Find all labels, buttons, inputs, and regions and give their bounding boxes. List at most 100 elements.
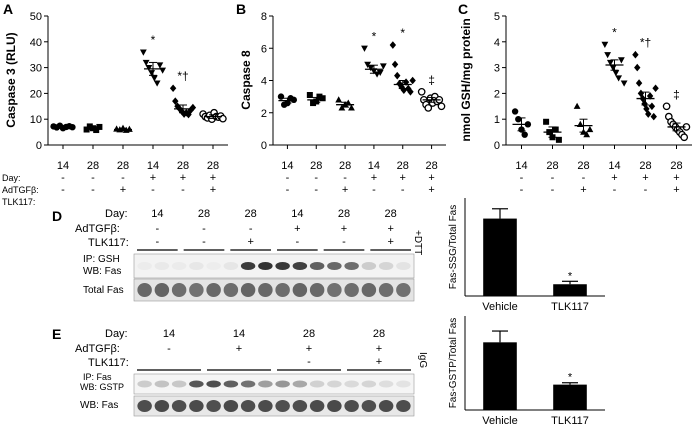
blot-band [396, 283, 411, 297]
blot-e-adtgf-label: AdTGFβ: [75, 343, 120, 355]
data-point [96, 123, 103, 130]
blot-band [378, 400, 394, 412]
design-adtgf-value: - [121, 172, 125, 184]
design-adtgf-value: - [61, 172, 65, 184]
design-day-value: 14 [368, 160, 380, 172]
blot-band [327, 380, 342, 388]
data-point [650, 112, 657, 121]
blot-band [396, 380, 411, 388]
data-point [511, 108, 519, 115]
significance-mark: ‡ [673, 87, 680, 101]
design-day-value: 14 [515, 160, 527, 172]
blot-e-igg-label: IgG [417, 352, 428, 368]
data-point [319, 95, 326, 102]
blot-band [292, 262, 308, 270]
y-tick-label: 8 [261, 11, 267, 23]
design-tlk-value: + [428, 184, 434, 196]
blot-band [309, 283, 325, 297]
blot-e-ip-label: IP: Fas [83, 372, 112, 382]
design-tlk-value: - [613, 184, 617, 196]
y-axis-label: Caspase 3 (RLU) [4, 32, 18, 127]
y-tick-label: 4 [261, 76, 267, 88]
data-point [277, 93, 285, 100]
y-tick-label: 5 [494, 11, 500, 23]
lane-adtgf: - [202, 223, 206, 235]
lane-day: 14 [233, 328, 245, 340]
y-tick-label: 6 [261, 43, 267, 55]
bar [553, 384, 587, 410]
blot-band [154, 400, 170, 412]
blot-band [206, 380, 221, 388]
data-point [407, 87, 414, 96]
design-day-value: 14 [57, 160, 69, 172]
lane-adtgf: - [155, 223, 159, 235]
data-point [555, 136, 562, 143]
design-adtgf-value: - [551, 172, 555, 184]
blot-band [344, 262, 359, 270]
blot-band [171, 380, 187, 388]
data-point [612, 70, 620, 77]
data-point [364, 61, 372, 68]
design-day-value: 28 [310, 160, 322, 172]
y-tick-label: 0 [36, 140, 42, 152]
y-axis-label: nmol GSH/mg protein [459, 18, 473, 141]
data-point [645, 110, 652, 118]
data-point [424, 104, 433, 112]
blot-band [137, 380, 152, 388]
chart-fas-gstp: Fas-GSTP/Total Fas Vehicle TLK117 * [448, 316, 605, 427]
data-point [634, 63, 641, 72]
design-tlk-value: + [673, 184, 679, 196]
data-point [620, 80, 628, 87]
data-point [437, 102, 446, 111]
design-adtgf-value: + [150, 172, 156, 184]
design-day-value: 28 [397, 160, 409, 172]
data-point [417, 87, 426, 96]
data-point [604, 52, 612, 59]
blot-band [327, 283, 342, 297]
blot-e-bands [137, 380, 411, 412]
blot-band [137, 262, 152, 270]
design-tlk-value: + [210, 184, 216, 196]
blot-d-total-label: Total Fas [83, 285, 124, 296]
data-point [310, 100, 317, 107]
blot-band [189, 262, 204, 270]
blot-e-wb-label: WB: GSTP [80, 382, 124, 392]
design-tlk-value: - [372, 184, 376, 196]
data-point [646, 92, 654, 100]
bar [553, 284, 587, 296]
blot-band [258, 283, 273, 297]
data-point [142, 59, 150, 67]
y-axis-label: Caspase 8 [239, 50, 253, 110]
design-tlk-value: - [520, 184, 524, 196]
blot-band [309, 380, 325, 388]
lane-day: 28 [385, 208, 397, 220]
lane-day: 28 [373, 328, 385, 340]
blot-band [223, 380, 239, 388]
blot-band [240, 262, 256, 270]
blot-band [171, 283, 187, 297]
y-tick-label: 2 [494, 88, 500, 100]
y-tick-label: 10 [30, 114, 42, 126]
y-axis-label: Fas-GSTP/Total Fas [448, 318, 459, 409]
data-point [361, 45, 368, 52]
design-adtgf-value: + [210, 172, 216, 184]
design-tlk-value: - [151, 184, 155, 196]
lane-tlk: - [202, 236, 206, 248]
panel-letter-d: D [52, 208, 62, 224]
significance-mark: * [612, 25, 617, 39]
data-point [389, 41, 397, 49]
data-point [376, 69, 384, 77]
design-adtgf-value: - [286, 172, 290, 184]
data-point [83, 126, 90, 133]
data-point [169, 84, 177, 93]
significance-mark: * [400, 26, 405, 40]
chart-gsh: 0 1 2 3 4 5 nmol GSH/mg protein * *† ‡ [459, 11, 692, 152]
design-day-value: 28 [577, 160, 589, 172]
lane-tlk: - [155, 236, 159, 248]
blot-band [378, 262, 394, 270]
blot-band [258, 262, 273, 270]
design-adtgf-value: - [520, 172, 524, 184]
significance-mark: ‡ [428, 73, 435, 87]
blot-band [361, 380, 377, 388]
